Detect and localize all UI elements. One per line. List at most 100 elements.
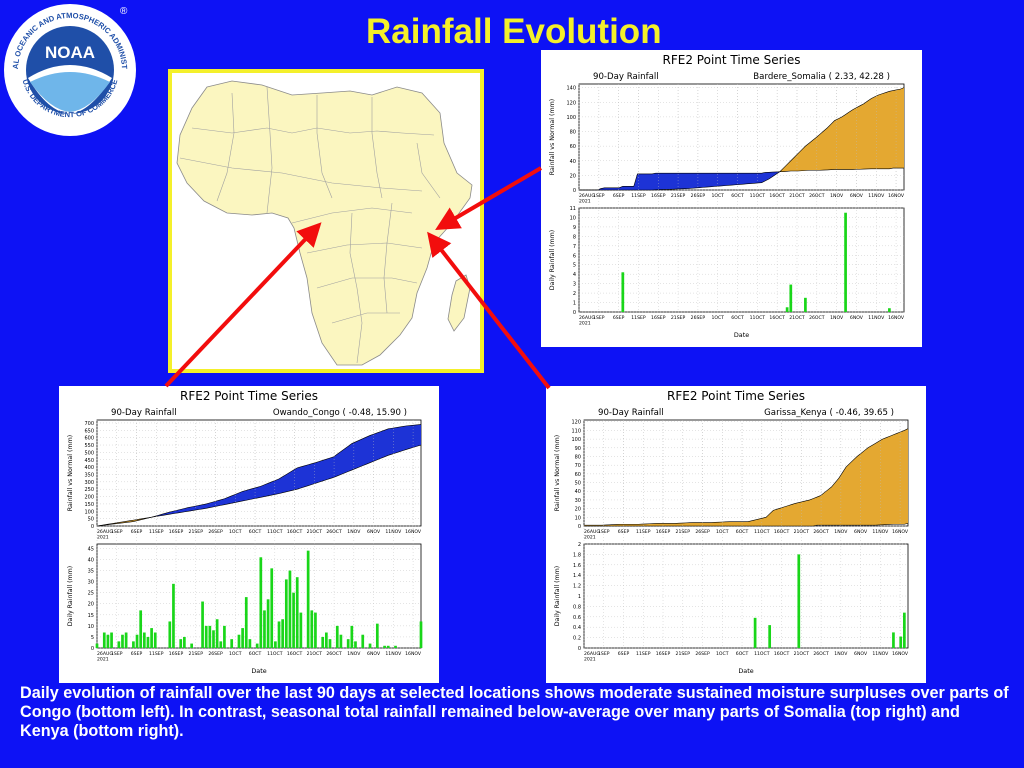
bottom-xtick: 6NOV: [850, 315, 864, 321]
bottom-ytick: 0.2: [573, 636, 581, 642]
bottom-ylabel: Daily Rainfall (mm): [67, 566, 74, 627]
bottom-ylabel: Daily Rainfall (mm): [554, 566, 561, 627]
daily-rain-bar: [172, 583, 175, 648]
daily-rain-bar: [124, 632, 128, 648]
observed-line: [584, 523, 909, 527]
bottom-ytick: 3: [573, 282, 576, 288]
top-ytick: 100: [84, 509, 94, 515]
top-ytick: 700: [84, 421, 94, 427]
top-ytick: 70: [575, 463, 581, 469]
daily-rain-bar: [244, 597, 248, 648]
slide-title: Rainfall Evolution: [366, 12, 662, 51]
daily-rain-bar: [314, 612, 317, 648]
daily-rain-bar: [132, 641, 135, 648]
bottom-xtick: 6OCT: [736, 651, 749, 657]
daily-rain-bar: [121, 634, 124, 648]
bottom-ytick: 20: [88, 602, 94, 608]
bottom-ytick: 4: [573, 272, 576, 278]
bottom-xtick: 1SEP: [593, 315, 605, 321]
bottom-xtick: 6OCT: [249, 651, 262, 657]
bottom-ytick: 45: [88, 546, 94, 552]
bottom-ytick: 1.2: [573, 584, 581, 590]
top-xtick: 11NOV: [872, 529, 889, 535]
bottom-ytick: 0.6: [573, 615, 581, 621]
bottom-xtick: 11NOV: [868, 315, 885, 321]
daily-rain-bar: [266, 599, 270, 648]
daily-rain-bar: [292, 592, 295, 648]
daily-rain-bar: [117, 641, 121, 648]
daily-rain-bar: [328, 639, 332, 648]
daily-rain-bar: [168, 621, 172, 648]
top-ytick: 100: [571, 437, 581, 443]
top-ytick: 40: [570, 159, 576, 165]
top-xtick: 1NOV: [834, 529, 848, 535]
top-ytick: 20: [575, 507, 581, 513]
top-ytick: 60: [575, 472, 581, 478]
daily-rain-bar: [295, 577, 299, 648]
bottom-ytick: 2: [573, 291, 576, 297]
daily-rain-bar: [789, 284, 793, 312]
bottom-ytick: 5: [91, 635, 94, 641]
chart-subtitle-left: 90-Day Rainfall: [598, 408, 664, 418]
bottom-xtick: 1NOV: [830, 315, 844, 321]
top-xtick: 16NOV: [405, 529, 422, 535]
africa-landmass: [176, 80, 473, 366]
daily-rain-bar: [241, 628, 244, 648]
daily-rain-bar: [281, 619, 285, 648]
bottom-xtick: 1OCT: [716, 651, 729, 657]
top-ytick: 400: [84, 465, 94, 471]
chart-subtitle-left: 90-Day Rainfall: [111, 408, 177, 418]
top-ytick: 10: [575, 515, 581, 521]
x-axis-label: Date: [734, 331, 749, 339]
daily-rain-bar: [219, 641, 223, 648]
top-ytick: 650: [84, 428, 94, 434]
madagascar: [447, 274, 471, 332]
top-ylabel: Rainfall vs Normal (mm): [554, 435, 561, 511]
daily-rain-bar: [394, 645, 397, 648]
top-ylabel: Rainfall vs Normal (mm): [549, 99, 556, 175]
bottom-ytick: 1.6: [573, 563, 581, 569]
bottom-ytick: 30: [88, 580, 94, 586]
daily-rain-bar: [201, 601, 204, 648]
observed-line: [579, 167, 904, 191]
daily-rain-bar: [361, 634, 365, 648]
chart-panel-somalia: RFE2 Point Time Series 90-Day Rainfall Bar…: [541, 50, 922, 347]
daily-rain-bar: [204, 625, 208, 648]
daily-rain-bar: [284, 579, 288, 648]
bottom-xtick: 16SEP: [656, 651, 671, 657]
top-xtick: 16NOV: [888, 193, 905, 199]
daily-rain-bar: [259, 557, 263, 648]
bottom-xtick: 11SEP: [149, 651, 164, 657]
bottom-xtick: 21OCT: [307, 651, 323, 657]
top-ytick: 500: [84, 450, 94, 456]
bottom-ytick: 1.8: [573, 552, 581, 558]
slide-caption: Daily evolution of rainfall over the las…: [20, 684, 1009, 740]
daily-rain-bar: [892, 632, 895, 648]
bottom-xtick: 21OCT: [794, 651, 810, 657]
top-xtick: 26AUG: [579, 193, 595, 199]
bottom-ytick: 7: [573, 244, 576, 250]
bottom-xtick: 21SEP: [676, 651, 691, 657]
daily-rain-bar: [150, 628, 153, 648]
daily-rain-bar: [383, 645, 386, 648]
daily-rain-bar: [350, 625, 354, 648]
noaa-logo: NOAA NATIONAL OCEANIC AND ATMOSPHERIC AD…: [0, 0, 140, 140]
bottom-ytick: 5: [573, 263, 576, 269]
bottom-xtick: 11OCT: [267, 651, 283, 657]
chart-panel-kenya: RFE2 Point Time Series 90-Day Rainfall Gar…: [546, 386, 926, 683]
top-ytick: 0: [578, 524, 581, 530]
chart-title: RFE2 Point Time Series: [663, 53, 801, 67]
daily-rain-bar: [223, 625, 226, 648]
top-xtick: 6NOV: [850, 193, 864, 199]
bottom-xtick: 26OCT: [809, 315, 825, 321]
bottom-ytick: 0.4: [573, 625, 581, 631]
bottom-ytick: 1.4: [573, 573, 581, 579]
africa-map-graphic: [176, 80, 473, 366]
top-xtick: 1NOV: [347, 529, 361, 535]
chart-subtitle-right: Bardere_Somalia ( 2.33, 42.28 ): [753, 72, 890, 82]
daily-rain-bar: [310, 610, 314, 648]
daily-rain-bar: [321, 636, 325, 648]
daily-rain-bar: [386, 645, 390, 648]
